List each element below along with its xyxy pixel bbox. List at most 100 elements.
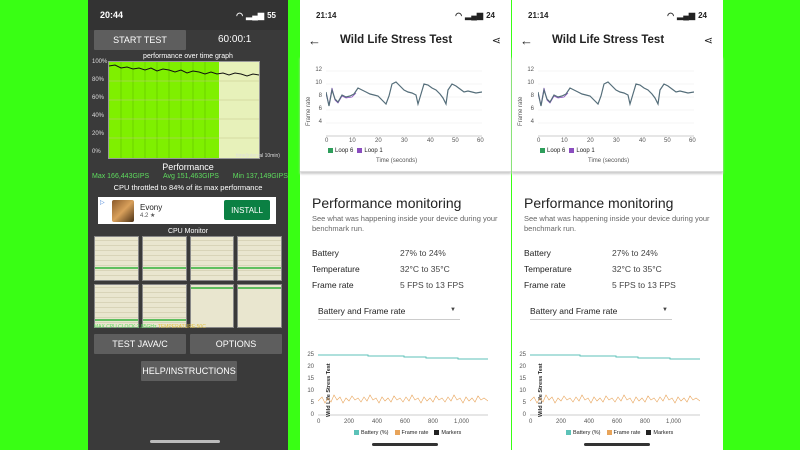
temperature: TEMPERATURE:50C	[157, 324, 206, 330]
y-label-40: 40%	[92, 113, 105, 119]
battery-icon: 24	[698, 10, 707, 20]
cpu-core-graph	[189, 236, 235, 281]
legend-battery[interactable]: Battery (%)	[566, 430, 601, 436]
chevron-down-icon: ▼	[662, 307, 668, 313]
status-time: 21:14	[528, 10, 549, 20]
performance-monitoring-subtitle: See what was happening inside your devic…	[524, 214, 710, 233]
status-time: 20:44	[100, 10, 124, 20]
x-tick: 0	[317, 419, 321, 425]
metric-dropdown[interactable]: Battery and Frame rate ▼	[530, 306, 672, 320]
page-title: Wild Life Stress Test	[340, 34, 453, 46]
cpu-core-graph	[141, 236, 187, 281]
y-tick: 5	[310, 400, 314, 406]
throttle-text: CPU throttled to 84% of its max performa…	[113, 183, 263, 192]
battery-framerate-chart: Wild Life Stress Test 25 20 15 10 5 0 0 …	[512, 345, 723, 445]
temperature-value: 32°C to 35°C	[400, 264, 450, 274]
legend-loop1[interactable]: Loop 1	[357, 148, 383, 154]
y-label-0: 0%	[92, 149, 101, 155]
time-axis-label: Time (seconds)	[376, 158, 418, 164]
y-tick: 4	[530, 119, 534, 125]
back-arrow-icon[interactable]: ←	[520, 32, 533, 48]
y-tick: 6	[318, 106, 322, 112]
y-tick: 12	[527, 67, 534, 73]
battery-icon: 55	[267, 10, 276, 20]
battery-label: Battery	[312, 248, 339, 258]
wifi-icon: ◠	[236, 10, 244, 20]
battery-label: Battery	[524, 248, 551, 258]
frame-rate-chart	[538, 70, 694, 137]
x-tick: 800	[428, 419, 439, 425]
chevron-down-icon: ▼	[450, 307, 456, 313]
battery-framerate-svg	[318, 354, 488, 416]
test-java-button[interactable]: TEST JAVA/C	[94, 334, 186, 354]
legend-battery[interactable]: Battery (%)	[354, 430, 389, 436]
performance-monitoring-title: Performance monitoring	[312, 195, 462, 211]
app-header: ← Wild Life Stress Test ⋖	[512, 30, 723, 50]
cpu-throttling-phone: 20:44 ◠ ▂▄▆ 55 START TEST 60:00:1 perfor…	[88, 0, 288, 450]
legend-markers[interactable]: Markers	[646, 430, 673, 436]
install-button[interactable]: INSTALL	[224, 200, 270, 220]
y-label-80: 80%	[92, 77, 105, 83]
cpu-monitor-grid	[94, 236, 282, 328]
x-tick: 400	[372, 419, 383, 425]
start-test-button[interactable]: START TEST	[94, 30, 186, 50]
frame-rate-chart-card: Frame rate 12 10 8 6 4 0 10 20 30 40 50 …	[300, 56, 511, 172]
page-title: Wild Life Stress Test	[552, 34, 665, 46]
ad-banner[interactable]: ▷ Evony 4.2 ★ INSTALL	[98, 197, 276, 224]
cpu-monitor-title: CPU Monitor	[167, 228, 209, 235]
battery-value: 27% to 24%	[612, 248, 658, 258]
ad-rating: 4.2 ★	[140, 212, 156, 219]
app-header: ← Wild Life Stress Test ⋖	[300, 30, 511, 50]
help-instructions-button[interactable]: HELP/INSTRUCTIONS	[141, 361, 237, 381]
share-icon[interactable]: ⋖	[491, 34, 501, 47]
x-tick: 600	[400, 419, 411, 425]
cpu-core-graph	[189, 283, 235, 328]
metric-dropdown[interactable]: Battery and Frame rate ▼	[318, 306, 460, 320]
gesture-bar[interactable]	[584, 443, 650, 446]
cpu-core-graph	[237, 283, 282, 328]
chart2-legend: Battery (%) Frame rate Markers	[354, 430, 461, 436]
ad-app-image	[112, 199, 134, 222]
dropdown-selected: Battery and Frame rate	[318, 306, 406, 316]
gesture-bar[interactable]	[372, 443, 438, 446]
y-tick: 8	[318, 93, 322, 99]
frame-rate-label: Frame rate	[524, 280, 566, 290]
chart-legend: Loop 6 Loop 1	[540, 148, 595, 154]
y-tick: 6	[530, 106, 534, 112]
gesture-bar[interactable]	[150, 440, 220, 443]
legend-loop6[interactable]: Loop 6	[328, 148, 353, 154]
frame-rate-chart	[326, 70, 482, 137]
legend-framerate[interactable]: Frame rate	[606, 430, 640, 436]
back-arrow-icon[interactable]: ←	[308, 32, 321, 48]
legend-framerate[interactable]: Frame rate	[394, 430, 428, 436]
legend-loop6[interactable]: Loop 6	[540, 148, 565, 154]
legend-loop1[interactable]: Loop 1	[569, 148, 595, 154]
options-button[interactable]: OPTIONS	[190, 334, 282, 354]
performance-title: Performance	[162, 162, 214, 172]
x-tick: 0	[325, 138, 329, 144]
share-icon[interactable]: ⋖	[703, 34, 713, 47]
x-tick: 400	[584, 419, 595, 425]
performance-monitoring-title: Performance monitoring	[524, 195, 674, 211]
status-bar: 20:44 ◠ ▂▄▆ 55	[88, 0, 288, 30]
x-tick: 10	[349, 138, 356, 144]
x-tick: 200	[556, 419, 567, 425]
x-tick: 60	[477, 138, 484, 144]
x-tick: 0	[529, 419, 533, 425]
signal-icon: ▂▄▆	[465, 10, 484, 20]
battery-framerate-chart: Wild Life Stress Test 25 20 15 10 5 0 0 …	[300, 345, 511, 445]
ad-info-icon[interactable]: ▷	[100, 200, 105, 206]
x-tick: 600	[612, 419, 623, 425]
cpu-info: MAX CPU CLOCK:2.85GHz TEMPERATURE:50C	[94, 324, 206, 330]
frame-rate-value: 5 FPS to 13 FPS	[612, 280, 676, 290]
y-tick: 0	[310, 412, 314, 418]
y-tick: 0	[522, 412, 526, 418]
status-bar: 21:14 ◠ ▂▄▆ 24	[300, 0, 511, 30]
y-tick: 10	[519, 388, 526, 394]
x-tick: 40	[427, 138, 434, 144]
wild-life-phone: 21:14 ◠ ▂▄▆ 24 ← Wild Life Stress Test ⋖…	[300, 0, 511, 450]
y-tick: 15	[519, 376, 526, 382]
x-tick: 10	[561, 138, 568, 144]
legend-markers[interactable]: Markers	[434, 430, 461, 436]
x-tick: 800	[640, 419, 651, 425]
